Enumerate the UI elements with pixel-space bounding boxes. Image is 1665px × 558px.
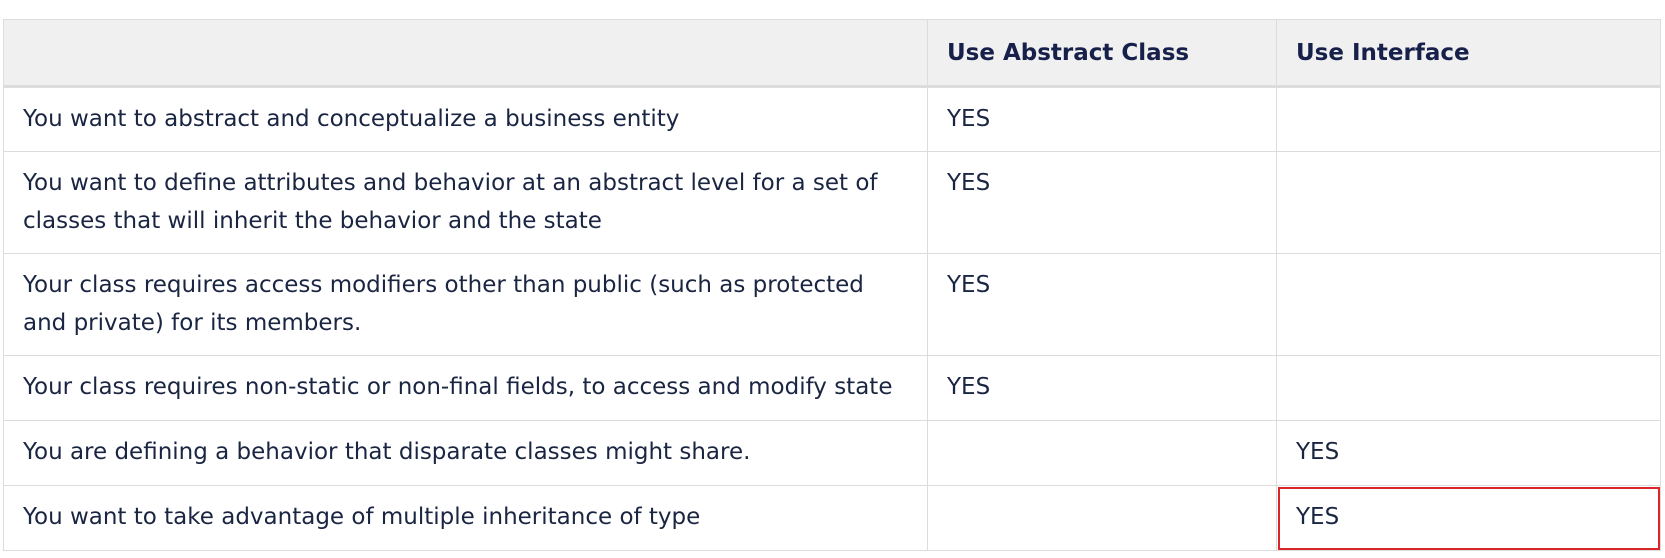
- abstract-class-cell: [927, 420, 1277, 486]
- abstract-class-cell: YES: [927, 86, 1277, 152]
- interface-cell: [1276, 355, 1661, 421]
- table-header-row: Use Abstract Class Use Interface: [3, 19, 1661, 88]
- table-row: You want to abstract and conceptualize a…: [3, 86, 1661, 152]
- interface-cell: YES: [1276, 420, 1661, 486]
- table-row: Your class requires access modifiers oth…: [3, 253, 1661, 356]
- scenario-cell: You are defining a behavior that dispara…: [3, 420, 928, 486]
- scenario-cell: You want to define attributes and behavi…: [3, 151, 928, 254]
- header-interface: Use Interface: [1276, 19, 1661, 88]
- abstract-class-cell: [927, 485, 1277, 551]
- scenario-cell: Your class requires non-static or non-fi…: [3, 355, 928, 421]
- abstract-class-cell: YES: [927, 151, 1277, 254]
- table-row: You are defining a behavior that dispara…: [3, 420, 1661, 486]
- abstract-class-cell: YES: [927, 355, 1277, 421]
- interface-cell: [1276, 253, 1661, 356]
- interface-cell: [1276, 86, 1661, 152]
- comparison-table: Use Abstract Class Use Interface You wan…: [3, 19, 1661, 551]
- header-scenario: [3, 19, 928, 88]
- interface-cell: [1276, 151, 1661, 254]
- abstract-class-cell: YES: [927, 253, 1277, 356]
- scenario-cell: You want to take advantage of multiple i…: [3, 485, 928, 551]
- header-abstract-class: Use Abstract Class: [927, 19, 1277, 88]
- comparison-table-container: Use Abstract Class Use Interface You wan…: [3, 19, 1661, 551]
- scenario-cell: Your class requires access modifiers oth…: [3, 253, 928, 356]
- scenario-cell: You want to abstract and conceptualize a…: [3, 86, 928, 152]
- table-row: You want to define attributes and behavi…: [3, 151, 1661, 254]
- table-row: You want to take advantage of multiple i…: [3, 485, 1661, 551]
- highlighted-interface-cell: YES: [1276, 485, 1661, 551]
- table-row: Your class requires non-static or non-fi…: [3, 355, 1661, 421]
